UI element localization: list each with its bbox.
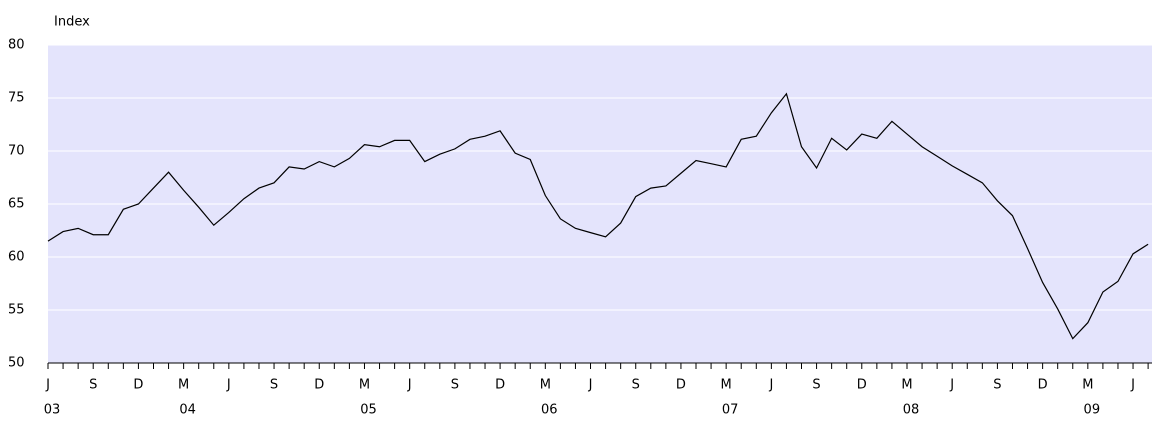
x-tick-label: D bbox=[1038, 378, 1048, 393]
y-axis-label: Index bbox=[54, 15, 90, 30]
x-tick-label: J bbox=[949, 378, 954, 393]
x-tick-label: S bbox=[89, 378, 97, 393]
x-tick-label: M bbox=[359, 378, 370, 393]
x-tick-label: S bbox=[632, 378, 640, 393]
x-tick-label: M bbox=[540, 378, 551, 393]
x-tick-label: J bbox=[1130, 378, 1135, 393]
x-tick-label: J bbox=[588, 378, 593, 393]
x-tick-label: S bbox=[812, 378, 820, 393]
x-tick-label: S bbox=[270, 378, 278, 393]
year-label: 08 bbox=[903, 403, 920, 418]
line bbox=[47, 92, 1149, 340]
x-tick-label: J bbox=[407, 378, 412, 393]
x-tick-label: D bbox=[857, 378, 867, 393]
x-tick-label: J bbox=[226, 378, 231, 393]
y-tick-label: 50 bbox=[8, 356, 25, 371]
y-tick-label: 60 bbox=[8, 250, 25, 265]
x-tick-label: M bbox=[1082, 378, 1093, 393]
year-label: 03 bbox=[44, 403, 61, 418]
x-tick-label: S bbox=[451, 378, 459, 393]
x-tick-label: D bbox=[314, 378, 324, 393]
x-tick-label: D bbox=[676, 378, 686, 393]
x-tick-label: D bbox=[495, 378, 505, 393]
y-tick-label: 80 bbox=[8, 38, 25, 53]
year-label: 09 bbox=[1084, 403, 1101, 418]
x-tick-label: S bbox=[993, 378, 1001, 393]
x-tick-label: D bbox=[133, 378, 143, 393]
x-tick-label: J bbox=[45, 378, 50, 393]
year-label: 07 bbox=[722, 403, 739, 418]
y-tick-label: 55 bbox=[8, 303, 25, 318]
year-label: 05 bbox=[360, 403, 377, 418]
year-label: 04 bbox=[179, 403, 196, 418]
x-tick-label: J bbox=[768, 378, 773, 393]
x-tick-label: M bbox=[178, 378, 189, 393]
y-tick-label: 65 bbox=[8, 197, 25, 212]
year-label: 06 bbox=[541, 403, 558, 418]
x-tick-label: M bbox=[901, 378, 912, 393]
y-tick-label: 70 bbox=[8, 144, 25, 159]
x-tick-label: M bbox=[721, 378, 732, 393]
y-tick-label: 75 bbox=[8, 91, 25, 106]
